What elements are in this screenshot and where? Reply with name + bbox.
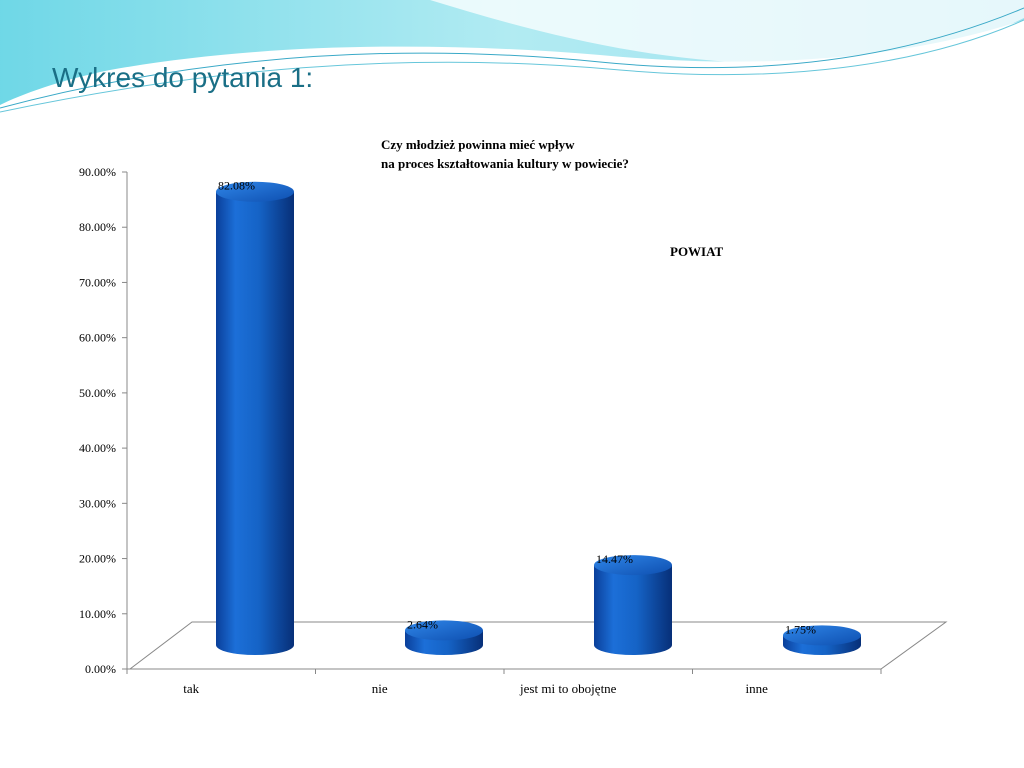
y-tick-label: 20.00% <box>79 552 116 566</box>
y-tick-label: 60.00% <box>79 331 116 345</box>
bar-top <box>594 555 672 576</box>
bar <box>594 555 672 655</box>
wave-decoration <box>0 0 1024 113</box>
data-labels: 82.08% 2.64% 14.47% 1.75% <box>218 179 816 637</box>
bar <box>783 625 861 655</box>
y-tick-label: 40.00% <box>79 441 116 455</box>
data-label: 14.47% <box>596 552 633 566</box>
data-label: 82.08% <box>218 179 255 193</box>
data-label: 1.75% <box>785 622 816 636</box>
chart-title-line-2: na proces kształtowania kultury w powiec… <box>381 156 629 171</box>
y-tick-label: 0.00% <box>85 662 116 676</box>
bar-body <box>216 191 294 655</box>
bars <box>216 181 861 655</box>
x-category-label: inne <box>746 681 769 696</box>
bar-top <box>783 625 861 646</box>
bar-top <box>405 620 483 641</box>
bar <box>216 181 294 655</box>
chart-title-line-1: Czy młodzież powinna mieć wpływ <box>381 137 575 152</box>
y-tick-label: 50.00% <box>79 386 116 400</box>
y-tick-label: 90.00% <box>79 165 116 179</box>
bar <box>405 620 483 655</box>
slide-title: Wykres do pytania 1: <box>52 62 314 93</box>
chart-title: Czy młodzież powinna mieć wpływ na proce… <box>381 137 629 171</box>
x-category-label: tak <box>183 681 199 696</box>
x-axis-ticks: tak nie jest mi to obojętne inne <box>126 669 882 696</box>
y-axis-ticks: 0.00% 10.00% 20.00% 30.00% 40.00% 50.00% 60.00… <box>79 165 127 676</box>
bar-body <box>594 565 672 655</box>
bar-top <box>216 181 294 202</box>
legend-series-name: POWIAT <box>670 244 724 259</box>
data-label: 2.64% <box>407 617 438 631</box>
x-category-label: nie <box>372 681 388 696</box>
y-tick-label: 70.00% <box>79 275 116 289</box>
y-tick-label: 80.00% <box>79 220 116 234</box>
y-tick-label: 10.00% <box>79 607 116 621</box>
x-category-label: jest mi to obojętne <box>519 681 617 696</box>
y-tick-label: 30.00% <box>79 496 116 510</box>
